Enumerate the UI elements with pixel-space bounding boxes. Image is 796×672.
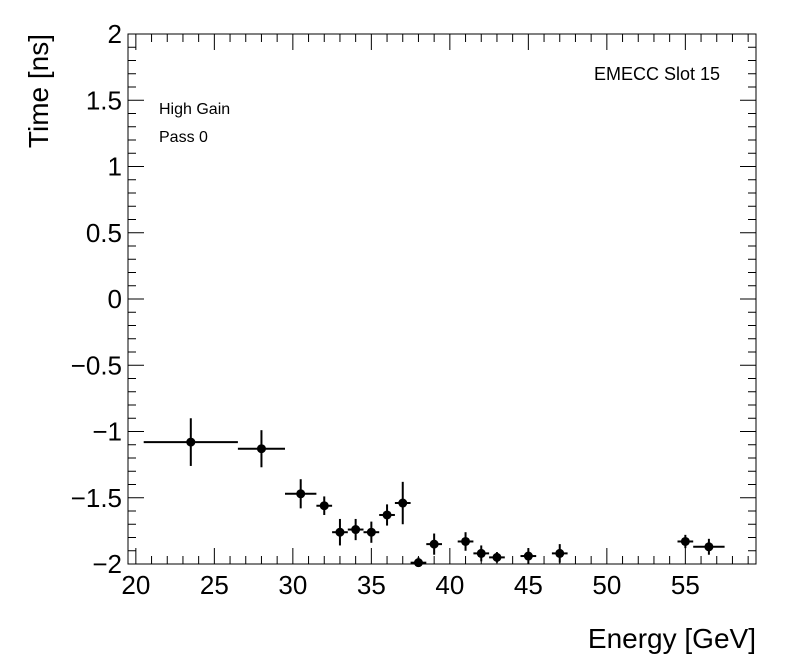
- marker: [382, 510, 392, 520]
- y-tick-label: −0.5: [71, 350, 122, 380]
- x-tick-label: 20: [121, 570, 150, 600]
- x-tick-labels: 20 25 30 35 40 45 50 55: [121, 570, 699, 600]
- marker: [186, 437, 196, 447]
- marker: [256, 444, 266, 454]
- data-point: [347, 518, 364, 541]
- data-point: [363, 521, 380, 543]
- data-point: [677, 534, 694, 549]
- x-tick-label: 55: [671, 570, 700, 600]
- marker: [476, 548, 486, 558]
- data-point: [143, 418, 238, 466]
- marker: [704, 542, 714, 552]
- marker: [555, 548, 565, 558]
- x-tick-label: 30: [278, 570, 307, 600]
- marker: [461, 536, 471, 546]
- y-tick-label: −1.5: [71, 483, 122, 513]
- pass-label: Pass 0: [159, 129, 208, 146]
- y-tick-label: 1: [108, 152, 122, 182]
- marker: [335, 527, 345, 537]
- y-tick-labels: −2 −1.5 −1 −0.5 0 0.5 1 1.5 2: [71, 19, 122, 579]
- y-axis-label: Time [ns]: [23, 34, 54, 148]
- marker: [351, 525, 361, 535]
- y-tick-label: 0: [108, 284, 122, 314]
- marker: [398, 498, 408, 508]
- marker: [296, 489, 306, 499]
- axis-ticks: [128, 33, 756, 565]
- data-points: [143, 418, 725, 568]
- y-tick-label: −2: [92, 549, 122, 579]
- data-point: [693, 538, 725, 555]
- data-point: [551, 544, 568, 563]
- marker: [523, 551, 533, 561]
- x-tick-label: 45: [514, 570, 543, 600]
- marker: [413, 558, 423, 568]
- marker: [492, 552, 502, 562]
- marker: [429, 539, 439, 549]
- marker: [319, 501, 329, 511]
- data-point: [489, 552, 505, 563]
- x-tick-label: 50: [592, 570, 621, 600]
- data-point: [316, 496, 333, 515]
- slot-label: EMECC Slot 15: [594, 64, 720, 84]
- data-point: [379, 504, 395, 526]
- y-tick-label: 1.5: [86, 85, 122, 115]
- data-point: [426, 533, 442, 555]
- gain-label: High Gain: [159, 101, 230, 118]
- y-tick-label: −1: [92, 417, 122, 447]
- data-point: [410, 557, 427, 568]
- x-tick-label: 40: [435, 570, 464, 600]
- data-point: [237, 430, 285, 468]
- data-point: [332, 518, 348, 546]
- data-point: [457, 532, 474, 551]
- data-point: [520, 548, 537, 564]
- data-point: [473, 545, 490, 562]
- data-point: [285, 479, 317, 509]
- y-tick-label: 0.5: [86, 218, 122, 248]
- x-axis-label: Energy [GeV]: [588, 623, 756, 654]
- data-point: [394, 481, 411, 525]
- x-tick-label: 25: [200, 570, 229, 600]
- marker: [680, 536, 690, 546]
- y-tick-label: 2: [108, 19, 122, 49]
- x-tick-label: 35: [357, 570, 386, 600]
- marker: [366, 527, 376, 537]
